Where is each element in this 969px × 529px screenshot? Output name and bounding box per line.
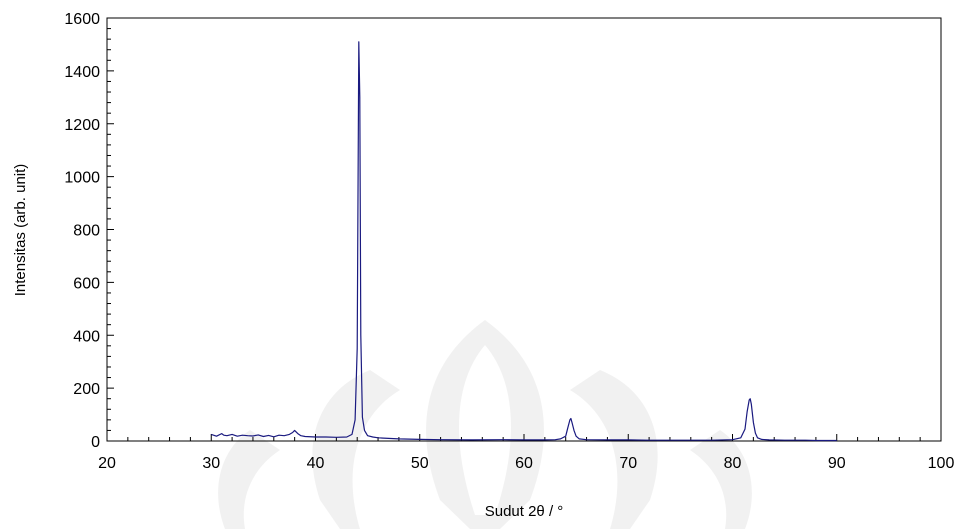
y-tick-label: 800 [73,223,100,240]
y-axis [107,17,114,442]
series-line [211,41,837,442]
x-tick-label: 30 [202,455,220,472]
x-tick-label: 40 [307,455,325,472]
y-tick-label: 1200 [64,117,100,134]
y-tick-label: 600 [73,275,100,292]
y-tick-label: 1000 [64,170,100,187]
x-tick-label: 50 [411,455,429,472]
x-tick-label: 100 [928,455,955,472]
x-tick-label: 60 [515,455,533,472]
y-tick-label: 400 [73,328,100,345]
y-tick-label: 1600 [64,11,100,28]
y-axis-title: Intensitas (arb. unit) [12,164,29,297]
x-tick-labels: 20 30 40 50 60 70 80 90 100 [98,455,954,472]
x-tick-label: 20 [98,455,116,472]
watermark-emblem [218,320,752,529]
x-tick-label: 80 [724,455,742,472]
x-tick-label: 90 [828,455,846,472]
y-tick-labels: 0 200 400 600 800 1000 1200 1400 1600 [64,11,100,451]
y-tick-label: 0 [91,434,100,451]
x-axis-title: Sudut 2θ / ° [485,503,564,520]
y-tick-label: 200 [73,381,100,398]
x-tick-label: 70 [619,455,637,472]
y-tick-label: 1400 [64,64,100,81]
